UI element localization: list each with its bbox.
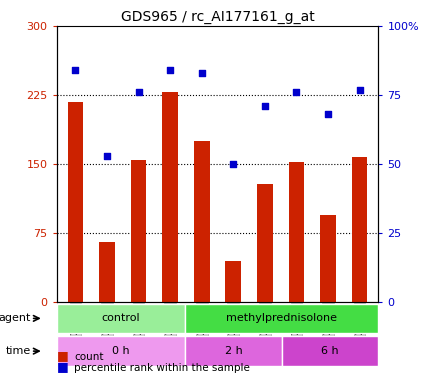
- Point: [261, 103, 268, 109]
- Text: GSM29125: GSM29125: [165, 305, 174, 354]
- Bar: [162, 92, 178, 302]
- Text: GSM29137: GSM29137: [197, 305, 206, 354]
- Bar: [130, 159, 146, 302]
- Bar: [319, 214, 335, 302]
- Text: GSM29119: GSM29119: [71, 305, 80, 354]
- Point: [198, 70, 205, 76]
- Text: percentile rank within the sample: percentile rank within the sample: [74, 363, 249, 373]
- Bar: [288, 162, 304, 302]
- Bar: [99, 242, 115, 302]
- Text: GSM29161: GSM29161: [354, 305, 363, 354]
- Text: GSM29157: GSM29157: [291, 305, 300, 354]
- Text: time: time: [6, 346, 31, 356]
- FancyBboxPatch shape: [185, 304, 378, 333]
- Text: 0 h: 0 h: [112, 346, 129, 356]
- Bar: [351, 157, 367, 302]
- Text: ■: ■: [56, 349, 68, 362]
- Text: GSM29121: GSM29121: [102, 305, 111, 354]
- Bar: [194, 141, 209, 302]
- Point: [166, 68, 173, 74]
- Bar: [225, 261, 240, 302]
- Title: GDS965 / rc_AI177161_g_at: GDS965 / rc_AI177161_g_at: [120, 10, 314, 24]
- FancyBboxPatch shape: [56, 336, 185, 366]
- Text: GSM29159: GSM29159: [323, 305, 332, 354]
- Point: [135, 89, 142, 95]
- Text: 6 h: 6 h: [321, 346, 338, 356]
- FancyBboxPatch shape: [56, 304, 185, 333]
- Text: GSM29138: GSM29138: [228, 305, 237, 354]
- Text: count: count: [74, 352, 103, 362]
- Bar: [256, 184, 272, 302]
- Text: methylprednisolone: methylprednisolone: [226, 314, 337, 323]
- Text: control: control: [102, 314, 140, 323]
- FancyBboxPatch shape: [185, 336, 281, 366]
- Text: agent: agent: [0, 314, 31, 323]
- Point: [103, 153, 110, 159]
- Text: GSM29141: GSM29141: [260, 305, 269, 354]
- Text: 2 h: 2 h: [224, 346, 242, 356]
- Point: [355, 87, 362, 93]
- Point: [292, 89, 299, 95]
- Text: ■: ■: [56, 360, 68, 373]
- FancyBboxPatch shape: [281, 336, 378, 366]
- Point: [72, 68, 79, 74]
- Text: GSM29123: GSM29123: [134, 305, 143, 354]
- Point: [324, 111, 331, 117]
- Bar: [67, 102, 83, 302]
- Point: [229, 161, 236, 167]
